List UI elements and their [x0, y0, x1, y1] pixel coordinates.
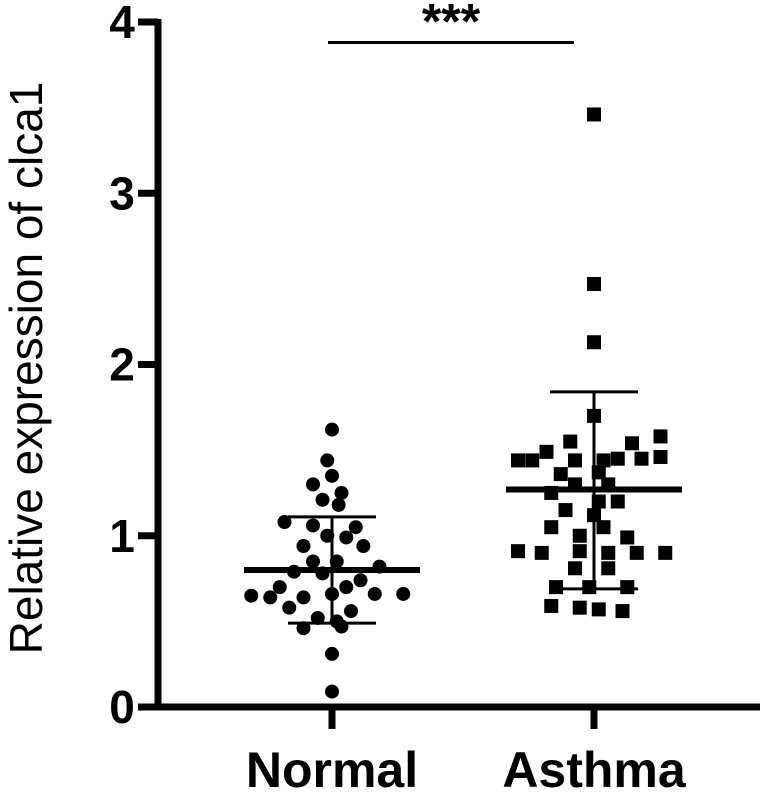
- data-point-asthma: [568, 453, 582, 468]
- data-point-normal: [306, 554, 320, 569]
- axes: 0 1 2 3 4 Normal Asthma: [109, 0, 760, 792]
- data-point-normal: [348, 520, 363, 535]
- y-tick-label: 4: [109, 0, 135, 48]
- data-point-normal: [356, 539, 371, 554]
- data-point-asthma: [620, 530, 635, 545]
- data-point-asthma: [511, 544, 525, 559]
- data-point-asthma: [634, 451, 649, 466]
- y-axis-title: Relative expression of clca1: [0, 82, 52, 655]
- y-tick-label: 1: [109, 510, 135, 562]
- data-point-asthma: [525, 453, 540, 468]
- data-point-normal: [334, 485, 349, 500]
- data-point-normal: [320, 453, 335, 468]
- data-point-normal: [306, 518, 320, 533]
- data-point-asthma: [572, 528, 587, 543]
- data-point-asthma: [553, 467, 568, 482]
- data-point-normal: [339, 580, 354, 595]
- data-point-normal: [367, 586, 382, 601]
- data-point-normal: [325, 422, 339, 437]
- data-point-normal: [353, 573, 368, 588]
- data-point-asthma: [653, 449, 668, 464]
- data-point-normal: [263, 590, 278, 605]
- data-point-asthma: [587, 335, 601, 350]
- data-point-normal: [325, 468, 339, 483]
- data-point-asthma: [610, 451, 625, 466]
- data-point-normal: [296, 621, 311, 636]
- data-point-normal: [315, 492, 330, 507]
- data-point-normal: [296, 539, 311, 554]
- data-point-asthma: [629, 545, 644, 560]
- data-point-asthma: [572, 600, 587, 615]
- data-point-asthma: [658, 545, 673, 560]
- data-point-asthma: [544, 520, 559, 535]
- data-point-asthma: [625, 436, 639, 451]
- data-point-asthma: [568, 561, 582, 576]
- data-point-normal: [331, 497, 346, 512]
- significance-label: ***: [422, 0, 481, 50]
- data-point-asthma: [596, 520, 611, 535]
- y-tick-label: 3: [109, 167, 135, 219]
- data-point-asthma: [587, 107, 601, 122]
- data-point-asthma: [587, 277, 601, 292]
- x-category-label: Normal: [246, 742, 418, 792]
- data-point-normal: [282, 600, 297, 615]
- data-point-asthma: [620, 580, 635, 595]
- data-point-normal: [325, 646, 339, 661]
- data-marks: [244, 107, 673, 699]
- data-point-asthma: [563, 434, 578, 449]
- data-point-normal: [344, 604, 358, 619]
- data-point-asthma: [591, 602, 606, 617]
- y-tick-label: 2: [109, 339, 135, 391]
- data-point-asthma: [539, 444, 554, 459]
- data-point-asthma: [558, 503, 573, 518]
- data-point-asthma: [610, 494, 625, 509]
- x-category-label: Asthma: [502, 742, 687, 792]
- data-point-normal: [396, 586, 411, 601]
- data-point-asthma: [572, 544, 587, 559]
- data-point-normal: [339, 530, 354, 545]
- data-point-normal: [244, 588, 259, 603]
- data-point-asthma: [544, 598, 559, 613]
- data-point-asthma: [511, 453, 525, 468]
- data-point-normal: [306, 477, 320, 492]
- data-point-asthma: [601, 545, 616, 560]
- data-point-normal: [296, 590, 311, 605]
- y-tick-label: 0: [109, 681, 135, 733]
- data-point-normal: [310, 610, 325, 625]
- data-point-asthma: [615, 604, 630, 619]
- data-point-normal: [277, 515, 292, 530]
- data-point-asthma: [549, 580, 563, 595]
- data-point-normal: [272, 580, 287, 595]
- data-point-asthma: [596, 453, 611, 468]
- data-point-asthma: [534, 545, 549, 560]
- summary-lines: [244, 41, 682, 625]
- data-point-normal: [325, 684, 339, 699]
- data-point-asthma: [653, 429, 668, 444]
- data-point-asthma: [601, 561, 616, 576]
